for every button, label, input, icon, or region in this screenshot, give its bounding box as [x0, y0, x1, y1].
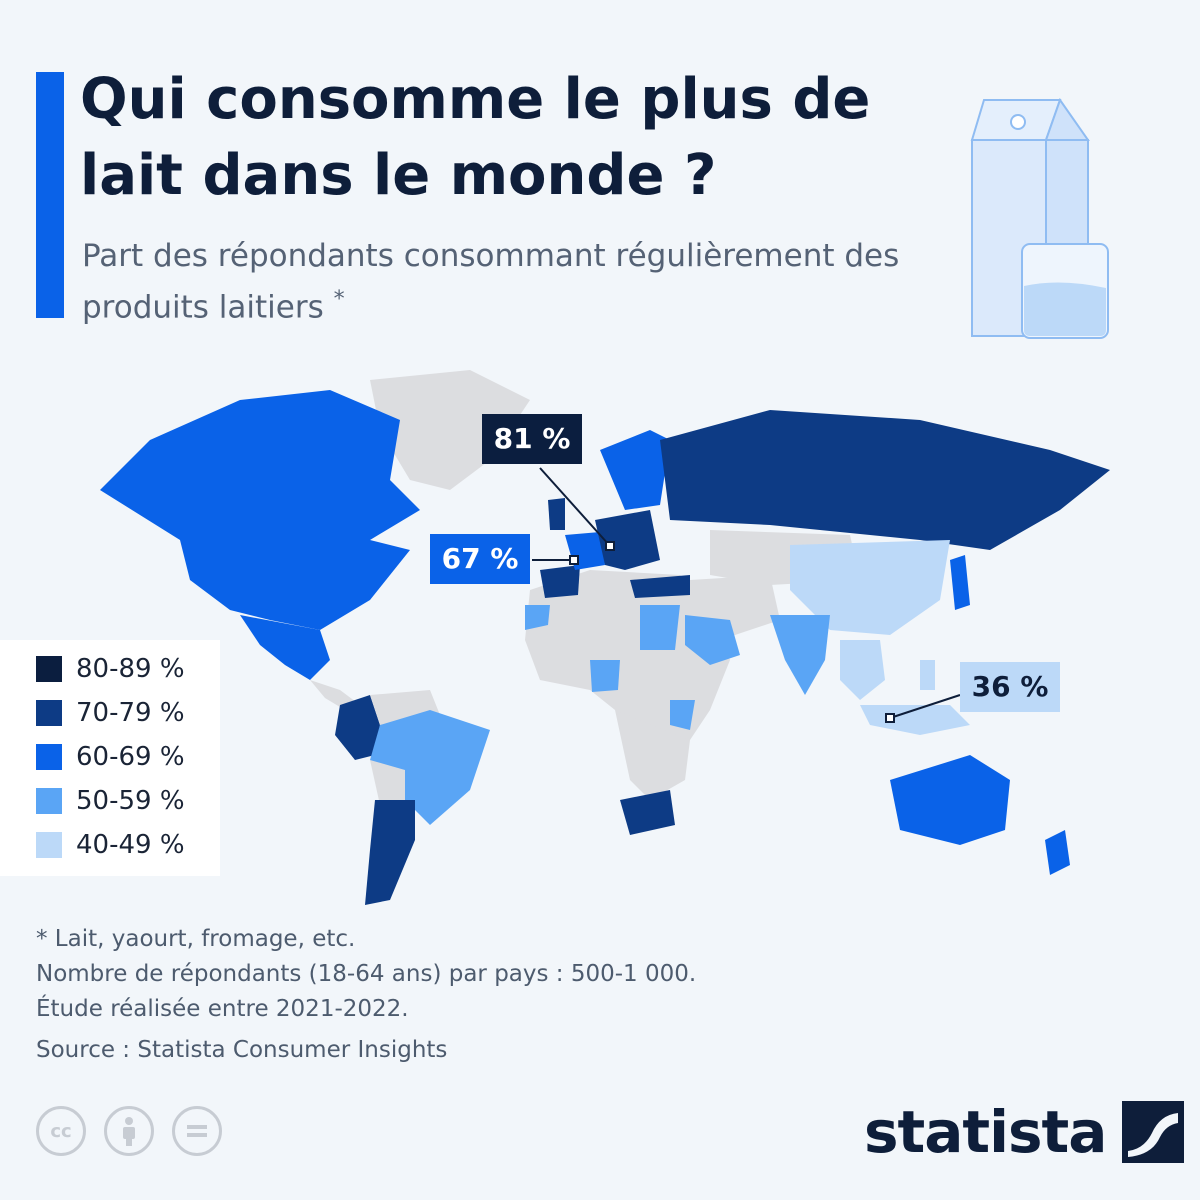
country-china: [790, 540, 950, 635]
legend-swatch: [36, 700, 62, 726]
cc-icon[interactable]: cc: [36, 1106, 86, 1156]
callout-67-marker: [569, 555, 579, 565]
milk-carton-glass-icon: [970, 97, 1109, 339]
legend-item: 80-89 %: [36, 654, 185, 684]
legend-label: 40-49 %: [76, 830, 185, 860]
subtitle-marker: *: [333, 287, 345, 312]
legend: 80-89 % 70-79 % 60-69 % 50-59 % 40-49 %: [0, 640, 220, 876]
footnote-sample: Nombre de répondants (18-64 ans) par pay…: [36, 961, 697, 987]
callout-36-marker: [885, 713, 895, 723]
legend-label: 50-59 %: [76, 786, 185, 816]
legend-item: 40-49 %: [36, 830, 185, 860]
callout-36-label: 36 %: [971, 670, 1049, 703]
callout-67-label: 67 %: [441, 542, 519, 575]
callout-36: 36 %: [960, 662, 1060, 712]
legend-swatch: [36, 656, 62, 682]
legend-swatch: [36, 788, 62, 814]
country-colombia-peru: [335, 695, 380, 760]
country-russia: [660, 410, 1110, 550]
legend-swatch: [36, 744, 62, 770]
country-egypt: [640, 605, 680, 650]
central-europe: [595, 510, 660, 570]
footnote-definition: * Lait, yaourt, fromage, etc.: [36, 926, 356, 952]
callout-81-marker: [605, 541, 615, 551]
logo-text: statista: [864, 1098, 1107, 1166]
country-kenya: [670, 700, 695, 730]
legend-item: 70-79 %: [36, 698, 185, 728]
indonesia: [860, 705, 970, 735]
country-canada: [100, 390, 420, 550]
attribution-icon[interactable]: [104, 1106, 154, 1156]
legend-swatch: [36, 832, 62, 858]
country-usa: [180, 540, 410, 630]
callout-81-leader: [539, 467, 611, 547]
callout-67: 67 %: [430, 534, 530, 584]
country-brazil: [370, 710, 490, 825]
footnote-period: Étude réalisée entre 2021-2022.: [36, 996, 409, 1022]
southeast-asia: [840, 640, 885, 700]
no-derivatives-icon[interactable]: [172, 1106, 222, 1156]
country-south-africa: [620, 790, 675, 835]
country-bolivia: [370, 760, 405, 805]
callout-36-leader: [889, 694, 961, 719]
scandinavia: [600, 430, 670, 510]
statista-logo[interactable]: statista: [864, 1096, 1185, 1168]
subtitle-text: Part des répondants consommant régulière…: [82, 238, 900, 326]
legend-label: 70-79 %: [76, 698, 185, 728]
country-turkey: [630, 575, 690, 598]
legend-label: 80-89 %: [76, 654, 185, 684]
country-australia: [890, 755, 1010, 845]
accent-bar: [36, 72, 64, 318]
country-nigeria: [590, 660, 620, 692]
country-spain: [540, 565, 580, 598]
callout-81: 81 %: [482, 414, 582, 464]
country-philippines: [920, 660, 935, 690]
callout-81-label: 81 %: [493, 422, 571, 455]
legend-item: 50-59 %: [36, 786, 185, 816]
page-subtitle: Part des répondants consommant régulière…: [82, 234, 942, 329]
country-new-zealand: [1045, 830, 1070, 875]
license-icons: cc: [36, 1106, 222, 1160]
source-note: Source : Statista Consumer Insights: [36, 1037, 448, 1063]
legend-label: 60-69 %: [76, 742, 185, 772]
country-japan: [950, 555, 970, 610]
country-chile-argentina: [365, 800, 415, 905]
world-map: [100, 370, 1110, 905]
country-morocco: [525, 605, 550, 630]
africa-south: [615, 710, 690, 800]
statista-mark-icon: [1122, 1101, 1185, 1163]
country-saudi-arabia: [685, 615, 740, 665]
country-india: [770, 615, 830, 695]
footnotes: * Lait, yaourt, fromage, etc. Nombre de …: [36, 922, 936, 1068]
country-mexico: [240, 615, 330, 680]
country-uk: [548, 498, 565, 530]
legend-item: 60-69 %: [36, 742, 185, 772]
page-title: Qui consomme le plus de lait dans le mon…: [80, 67, 871, 208]
